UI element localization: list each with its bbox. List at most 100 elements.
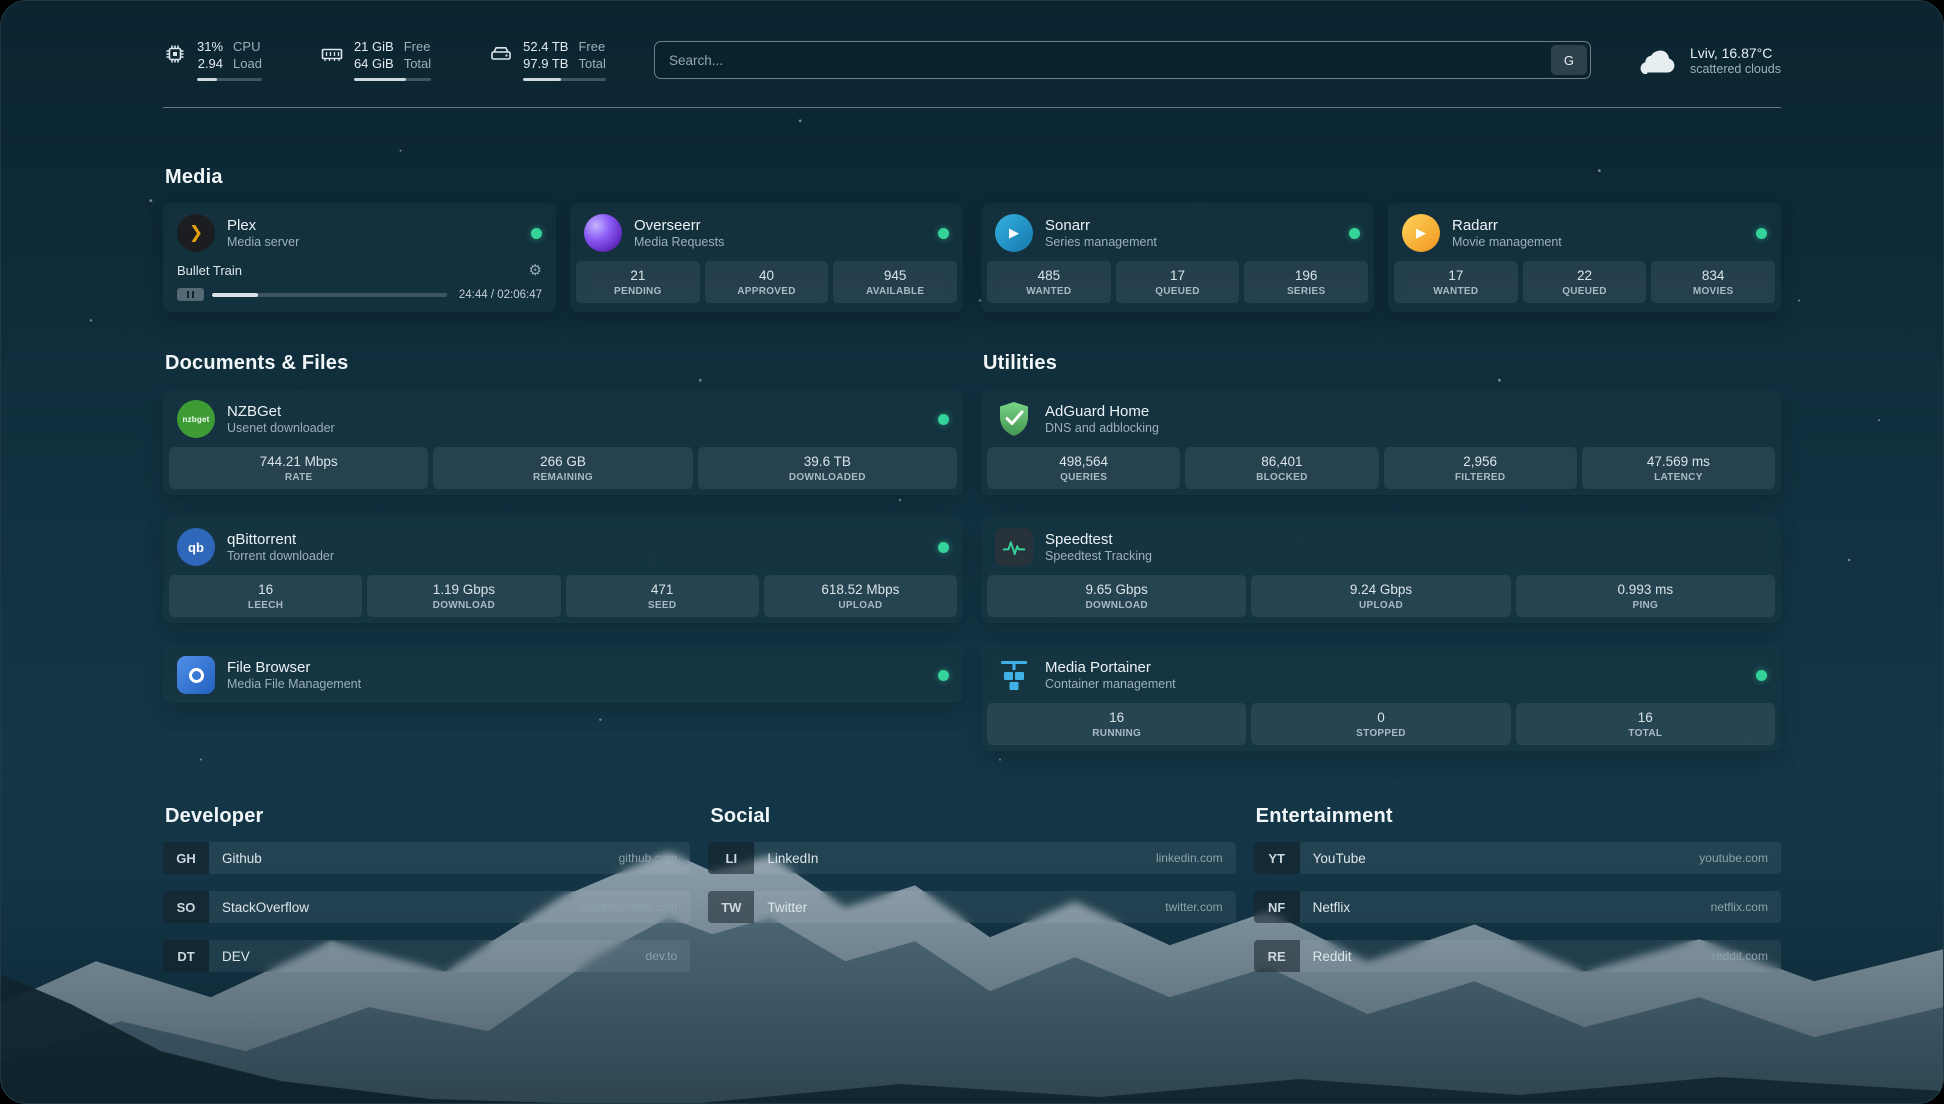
search-provider-button[interactable]: G bbox=[1550, 45, 1587, 75]
bookmark-netflix[interactable]: NF Netflix netflix.com bbox=[1253, 891, 1781, 923]
bookmark-group-title: Developer bbox=[165, 805, 264, 827]
service-card-sonarr[interactable]: ▶ Sonarr Series management 485 WANTED bbox=[981, 203, 1374, 312]
service-card-speedtest[interactable]: Speedtest Speedtest Tracking 9.65 Gbps D… bbox=[981, 517, 1781, 623]
stat-box: 1.19 Gbps DOWNLOAD bbox=[367, 575, 561, 617]
bookmark-linkedin[interactable]: LI LinkedIn linkedin.com bbox=[708, 842, 1236, 874]
stat-value: 9.24 Gbps bbox=[1349, 582, 1413, 597]
cpu-icon bbox=[163, 42, 187, 66]
disk-icon bbox=[489, 42, 513, 66]
status-dot bbox=[1756, 669, 1767, 681]
stat-label: MOVIES bbox=[1692, 286, 1734, 297]
bookmark-group-entertainment: Entertainment YT YouTube youtube.com NF … bbox=[1253, 805, 1781, 972]
stat-box: 17 QUEUED bbox=[1115, 261, 1240, 303]
stat-box: 22 QUEUED bbox=[1522, 261, 1647, 303]
stat-label: TOTAL bbox=[1628, 728, 1663, 739]
stat-label: UPLOAD bbox=[838, 600, 883, 611]
service-name: Speedtest bbox=[1045, 531, 1113, 548]
bookmark-domain: linkedin.com bbox=[1155, 851, 1223, 865]
service-card-qbittorrent[interactable]: qb qBittorrent Torrent downloader 16 LEE… bbox=[163, 517, 963, 623]
stat-label: REMAINING bbox=[533, 472, 593, 483]
qbittorrent-icon: qb bbox=[177, 528, 215, 566]
memory-total-label: Total bbox=[403, 56, 432, 71]
status-dot bbox=[531, 227, 542, 239]
stat-label: WANTED bbox=[1026, 286, 1072, 297]
stat-value: 16 bbox=[258, 582, 274, 597]
disk-total-value: 97.9 TB bbox=[523, 56, 569, 71]
weather-condition: scattered clouds bbox=[1689, 61, 1781, 76]
stat-label: QUERIES bbox=[1060, 472, 1108, 483]
bookmark-youtube[interactable]: YT YouTube youtube.com bbox=[1253, 842, 1781, 874]
playback-progress-bar[interactable] bbox=[212, 292, 447, 297]
stat-box: 471 SEED bbox=[565, 575, 759, 617]
stat-box: 744.21 Mbps RATE bbox=[169, 447, 429, 489]
resource-widgets: 31% CPU 2.94 Load bbox=[163, 39, 606, 81]
gear-icon[interactable]: ⚙ bbox=[528, 262, 542, 279]
bookmark-abbr: GH bbox=[163, 842, 209, 874]
bookmark-domain: youtube.com bbox=[1699, 851, 1768, 865]
stat-box: 86,401 BLOCKED bbox=[1185, 447, 1379, 489]
bookmark-abbr: RE bbox=[1253, 940, 1300, 972]
service-card-radarr[interactable]: ▶ Radarr Movie management 17 WANTED bbox=[1388, 203, 1781, 312]
plex-icon: ❯ bbox=[177, 214, 215, 252]
bookmark-twitter[interactable]: TW Twitter twitter.com bbox=[708, 891, 1236, 923]
bookmark-group-developer: Developer GH Github github.com SO StackO… bbox=[163, 805, 691, 972]
memory-free-label: Free bbox=[403, 39, 431, 54]
service-card-overseerr[interactable]: Overseerr Media Requests 21 PENDING bbox=[570, 203, 963, 312]
stat-box: 16 LEECH bbox=[169, 575, 363, 617]
service-card-portainer[interactable]: Media Portainer Container management 16 … bbox=[981, 645, 1781, 751]
stat-label: PING bbox=[1632, 600, 1659, 611]
disk-total-label: Total bbox=[578, 56, 606, 71]
stat-box: 498,564 QUERIES bbox=[987, 447, 1181, 489]
header-divider bbox=[163, 107, 1781, 108]
status-dot bbox=[938, 541, 949, 553]
service-card-adguard[interactable]: AdGuard Home DNS and adblocking 498,564 … bbox=[981, 389, 1781, 495]
stat-value: 834 bbox=[1701, 268, 1725, 283]
bookmark-github[interactable]: GH Github github.com bbox=[163, 842, 691, 874]
adguard-icon bbox=[995, 400, 1033, 438]
filebrowser-icon bbox=[177, 656, 215, 694]
stat-label: LATENCY bbox=[1654, 472, 1703, 483]
disk-widget: 52.4 TB Free 97.9 TB Total bbox=[489, 39, 606, 81]
bookmark-reddit[interactable]: RE Reddit reddit.com bbox=[1253, 940, 1781, 972]
stat-value: 0 bbox=[1377, 710, 1385, 725]
service-card-filebrowser[interactable]: File Browser Media File Management bbox=[163, 645, 963, 703]
cpu-widget: 31% CPU 2.94 Load bbox=[163, 39, 262, 81]
service-subtitle: Media File Management bbox=[227, 677, 362, 691]
stat-label: UPLOAD bbox=[1358, 600, 1403, 611]
bookmark-group-social: Social LI LinkedIn linkedin.com TW Twitt… bbox=[708, 805, 1236, 972]
bookmark-name: Reddit bbox=[1312, 948, 1352, 964]
stat-label: APPROVED bbox=[737, 286, 796, 297]
disk-usage-bar bbox=[523, 78, 606, 81]
section-utilities: Utilities bbox=[981, 352, 1781, 751]
search-input[interactable] bbox=[657, 52, 1551, 68]
stat-value: 47.569 ms bbox=[1646, 454, 1710, 469]
bookmark-group-title: Entertainment bbox=[1255, 805, 1393, 827]
service-name: NZBGet bbox=[227, 403, 282, 420]
stat-value: 21 bbox=[630, 268, 646, 283]
stat-label: BLOCKED bbox=[1256, 472, 1308, 483]
service-card-nzbget[interactable]: nzbget NZBGet Usenet downloader 744.21 M… bbox=[163, 389, 963, 495]
service-name: File Browser bbox=[227, 659, 311, 676]
stat-label: WANTED bbox=[1433, 286, 1479, 297]
bookmark-name: Netflix bbox=[1312, 899, 1351, 915]
stat-label: SERIES bbox=[1286, 286, 1326, 297]
service-subtitle: Media Requests bbox=[634, 235, 725, 249]
service-card-plex[interactable]: ❯ Plex Media server Bullet Train ⚙ bbox=[163, 203, 556, 312]
memory-widget: 21 GiB Free 64 GiB Total bbox=[320, 39, 432, 81]
bookmark-name: Github bbox=[222, 850, 262, 866]
service-subtitle: Movie management bbox=[1452, 235, 1562, 249]
memory-free-value: 21 GiB bbox=[353, 39, 394, 54]
stat-value: 1.19 Gbps bbox=[432, 582, 496, 597]
stat-box: 485 WANTED bbox=[987, 261, 1111, 303]
stat-box: 0.993 ms PING bbox=[1515, 575, 1775, 617]
stat-value: 498,564 bbox=[1059, 454, 1109, 469]
bookmark-abbr: LI bbox=[708, 842, 755, 874]
service-subtitle: Usenet downloader bbox=[227, 421, 335, 435]
bookmark-stackoverflow[interactable]: SO StackOverflow stackoverflow.com bbox=[163, 891, 691, 923]
pause-button[interactable] bbox=[177, 288, 204, 301]
stat-box: 9.65 Gbps DOWNLOAD bbox=[987, 575, 1247, 617]
stat-label: DOWNLOADED bbox=[788, 472, 866, 483]
stat-box: 2,956 FILTERED bbox=[1383, 447, 1577, 489]
bookmark-dev[interactable]: DT DEV dev.to bbox=[163, 940, 691, 972]
